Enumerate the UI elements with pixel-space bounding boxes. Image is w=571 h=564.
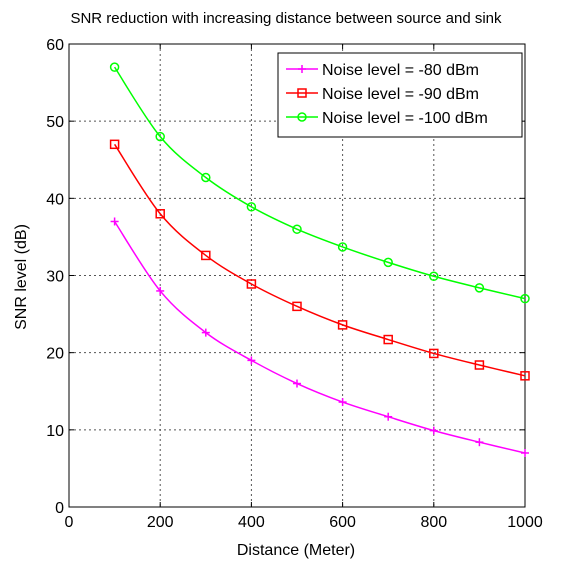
x-tick-label: 1000 xyxy=(507,514,543,531)
data-point-plus xyxy=(338,398,347,407)
y-tick-label: 30 xyxy=(46,269,64,286)
data-point-circle xyxy=(201,172,211,183)
data-point-circle xyxy=(383,257,393,268)
x-tick-label: 400 xyxy=(238,514,265,531)
series-2 xyxy=(109,139,530,381)
series-1 xyxy=(110,217,529,457)
series-3 xyxy=(109,62,530,304)
series-line xyxy=(113,143,526,377)
x-axis-label: Distance (Meter) xyxy=(237,542,355,559)
x-tick-label: 200 xyxy=(147,514,174,531)
data-point-plus xyxy=(110,217,119,226)
data-point-square xyxy=(520,371,530,381)
y-axis-label: SNR level (dB) xyxy=(13,224,30,330)
legend-label: Noise level = -90 dBm xyxy=(322,86,479,103)
series-line xyxy=(113,66,526,300)
data-point-plus xyxy=(429,426,438,435)
legend: Noise level = -80 dBm Noise level = -90 d… xyxy=(277,52,523,138)
data-point-plus xyxy=(475,438,484,447)
data-point-circle xyxy=(292,224,302,234)
data-point-plus xyxy=(521,448,529,457)
data-point-plus xyxy=(201,328,210,337)
legend-swatch-marker xyxy=(298,65,306,73)
data-point-square xyxy=(383,334,393,345)
data-point-square xyxy=(292,301,302,312)
legend-swatch-marker xyxy=(297,112,307,122)
y-tick-label: 60 xyxy=(46,37,64,54)
x-tick-label: 0 xyxy=(65,514,74,531)
data-point-plus xyxy=(293,379,301,388)
data-point-square xyxy=(474,360,485,370)
data-point-plus xyxy=(384,412,393,421)
y-tick-label: 0 xyxy=(55,500,64,517)
x-tick-label: 600 xyxy=(329,514,356,531)
legend-item: Noise level = -80 dBm xyxy=(286,62,479,79)
legend-label: Noise level = -80 dBm xyxy=(322,62,479,79)
data-point-circle xyxy=(520,293,530,304)
legend-box xyxy=(277,52,523,138)
y-tick-label: 50 xyxy=(46,114,64,131)
data-point-square xyxy=(246,279,257,289)
legend-swatch-marker xyxy=(297,88,307,98)
y-tick-label: 40 xyxy=(46,191,64,208)
data-point-square xyxy=(337,320,348,330)
legend-item: Noise level = -90 dBm xyxy=(286,86,479,103)
data-point-circle xyxy=(429,271,439,282)
legend-label: Noise level = -100 dBm xyxy=(322,110,488,127)
y-tick-label: 10 xyxy=(46,423,64,440)
chart-title: SNR reduction with increasing distance b… xyxy=(70,10,502,27)
data-point-circle xyxy=(337,242,348,252)
data-point-circle xyxy=(246,202,257,212)
y-tick-label: 20 xyxy=(46,346,64,363)
data-point-plus xyxy=(247,356,256,365)
data-point-square xyxy=(155,209,165,219)
data-point-circle xyxy=(155,131,165,142)
x-tick-label: 800 xyxy=(420,514,447,531)
data-point-plus xyxy=(156,286,165,295)
data-point-square xyxy=(429,348,439,359)
series-line xyxy=(113,221,526,454)
data-point-circle xyxy=(109,62,120,72)
legend-item: Noise level = -100 dBm xyxy=(286,110,488,127)
data-point-circle xyxy=(474,283,485,293)
data-point-square xyxy=(109,139,120,150)
data-point-square xyxy=(201,250,211,261)
